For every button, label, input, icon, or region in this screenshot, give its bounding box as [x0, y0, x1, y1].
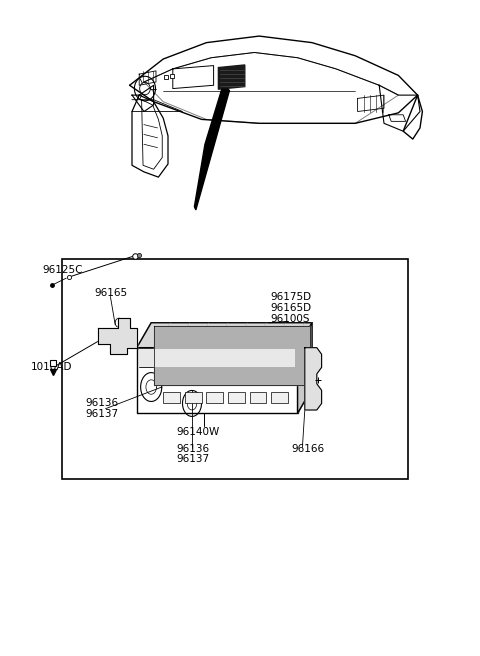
Polygon shape: [298, 323, 312, 413]
Text: 1018AD: 1018AD: [31, 362, 72, 373]
Polygon shape: [137, 323, 312, 348]
Bar: [163, 392, 180, 403]
Polygon shape: [194, 89, 229, 210]
Bar: [206, 392, 223, 403]
Text: 96165: 96165: [94, 288, 127, 298]
Bar: [185, 392, 202, 403]
Text: 96136: 96136: [85, 398, 118, 409]
Bar: [250, 392, 266, 403]
Text: 96137: 96137: [85, 409, 118, 419]
Text: 96166: 96166: [292, 443, 325, 454]
Bar: [62, 259, 408, 479]
Text: 96100S: 96100S: [270, 314, 310, 324]
Text: 96165D: 96165D: [270, 302, 312, 313]
Text: 96136: 96136: [177, 443, 210, 454]
Bar: [139, 349, 295, 367]
Bar: [228, 392, 245, 403]
Text: 96137: 96137: [177, 454, 210, 464]
Polygon shape: [218, 65, 245, 89]
Polygon shape: [154, 326, 310, 385]
Text: 96175D: 96175D: [270, 291, 312, 302]
Text: 96125C: 96125C: [42, 265, 83, 276]
Bar: [271, 392, 288, 403]
Polygon shape: [98, 318, 137, 354]
Text: 96140W: 96140W: [177, 426, 220, 437]
Polygon shape: [305, 348, 322, 410]
